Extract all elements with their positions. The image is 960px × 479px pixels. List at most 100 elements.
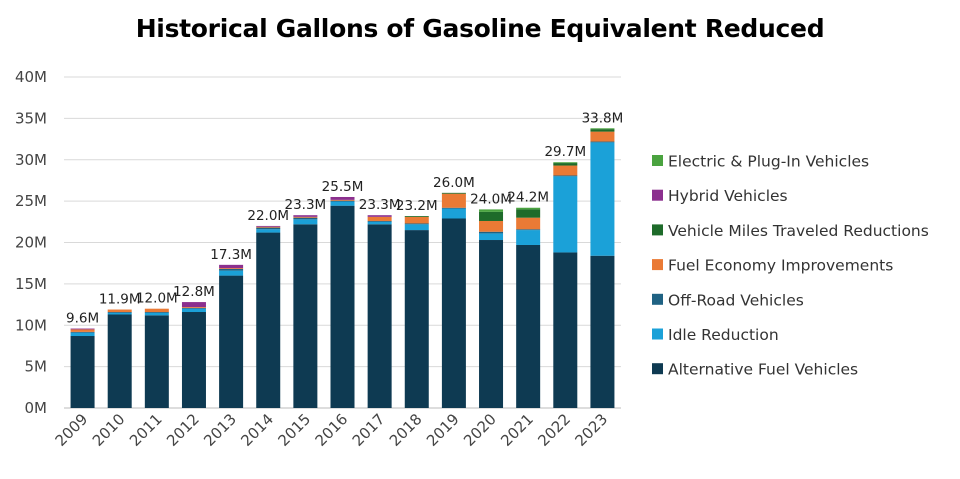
bar-segment [107, 314, 132, 408]
bar-segment [144, 308, 169, 313]
x-tick-label: 2011 [126, 410, 166, 450]
bar-segment [404, 224, 429, 231]
bar-segment [479, 211, 504, 221]
bar-segment [367, 215, 392, 217]
y-tick-label: 15M [15, 275, 47, 293]
bar-segment [144, 315, 169, 408]
bar-segment [441, 207, 466, 209]
x-tick-label: 2022 [534, 410, 574, 450]
data-label: 22.0M [247, 208, 289, 224]
legend-swatch [652, 155, 663, 166]
bar-segment [516, 230, 541, 245]
bar-segment [441, 218, 466, 408]
data-label: 25.5M [322, 179, 364, 195]
legend-label: Hybrid Vehicles [668, 187, 788, 205]
bar-segment [590, 129, 615, 132]
x-tick-label: 2009 [52, 410, 92, 450]
y-tick-label: 20M [15, 234, 47, 252]
bar-segment [590, 128, 615, 130]
bar-segment [367, 224, 392, 408]
bar-segment [219, 268, 244, 271]
bar-segment [181, 307, 206, 308]
data-label: 23.3M [285, 197, 327, 213]
bar-segment [330, 199, 355, 201]
y-tick-label: 30M [15, 151, 47, 169]
bar-segment [70, 332, 95, 337]
bar-segment [553, 176, 578, 253]
bar-segment [516, 209, 541, 218]
bar-segment [479, 209, 504, 212]
bar-segment [590, 142, 615, 256]
bar-segment [367, 216, 392, 221]
bar-segment [219, 275, 244, 408]
bar-segment [256, 227, 281, 230]
x-tick-label: 2019 [423, 410, 463, 450]
x-tick-label: 2010 [89, 410, 129, 450]
data-label: 12.0M [136, 291, 178, 307]
bar-segment [181, 307, 206, 309]
data-label: 33.8M [582, 110, 624, 126]
bar-segment [181, 312, 206, 408]
data-label: 23.3M [359, 197, 401, 213]
data-label: 24.0M [470, 191, 512, 207]
legend-swatch [652, 293, 663, 305]
legend-swatch [652, 224, 663, 236]
bar-segment [516, 217, 541, 230]
bar-segment [516, 229, 541, 231]
bar-segment [256, 225, 281, 227]
y-tick-label: 40M [15, 68, 47, 86]
bar-segment [107, 312, 132, 315]
bar-segment [330, 201, 355, 206]
bar-segment [293, 224, 318, 408]
bar-segment [441, 208, 466, 219]
y-tick-label: 25M [15, 192, 47, 210]
bar-segment [107, 309, 132, 313]
bar-segment [367, 220, 392, 222]
bar-segment [590, 141, 615, 143]
bar-segment [219, 264, 244, 269]
bar-segment [181, 308, 206, 313]
bar-segment [516, 244, 541, 408]
bar-segment [70, 329, 95, 332]
bar-segment [553, 162, 578, 164]
legend-label: Fuel Economy Improvements [668, 257, 893, 275]
bar-segment [293, 216, 318, 218]
bar-segment [553, 252, 578, 408]
bar-segment [144, 312, 169, 316]
bar-segment [256, 229, 281, 233]
y-tick-label: 35M [15, 109, 47, 127]
bar-segment [479, 233, 504, 241]
bar-segment [70, 336, 95, 408]
data-label: 11.9M [99, 292, 141, 308]
x-tick-label: 2015 [274, 410, 314, 450]
bar-segment [479, 220, 504, 232]
bar-segment [404, 230, 429, 408]
bar-segment [107, 312, 132, 313]
bar-segment [404, 216, 429, 224]
bar-segment [293, 219, 318, 225]
bar-segment [367, 221, 392, 225]
bar-segment [219, 270, 244, 276]
bar-segment [293, 215, 318, 217]
x-tick-label: 2014 [237, 410, 277, 450]
bar-segment [330, 205, 355, 408]
bar-segment [404, 216, 429, 217]
bar-segment [293, 217, 318, 220]
bar-segment [70, 331, 95, 333]
legend-label: Vehicle Miles Traveled Reductions [668, 222, 929, 240]
bar-segment [330, 200, 355, 202]
bar-segment [256, 226, 281, 228]
bar-segment [553, 163, 578, 166]
x-tick-label: 2020 [460, 410, 500, 450]
data-label: 17.3M [210, 247, 252, 263]
y-tick-label: 0M [25, 399, 48, 417]
bar-segment [441, 192, 466, 194]
bar-segment [70, 328, 95, 330]
x-tick-label: 2023 [572, 410, 612, 450]
bar-segment [553, 165, 578, 176]
legend-swatch [652, 328, 663, 340]
bar-segment [590, 255, 615, 408]
bar-segment [404, 223, 429, 225]
data-label: 9.6M [66, 311, 99, 327]
